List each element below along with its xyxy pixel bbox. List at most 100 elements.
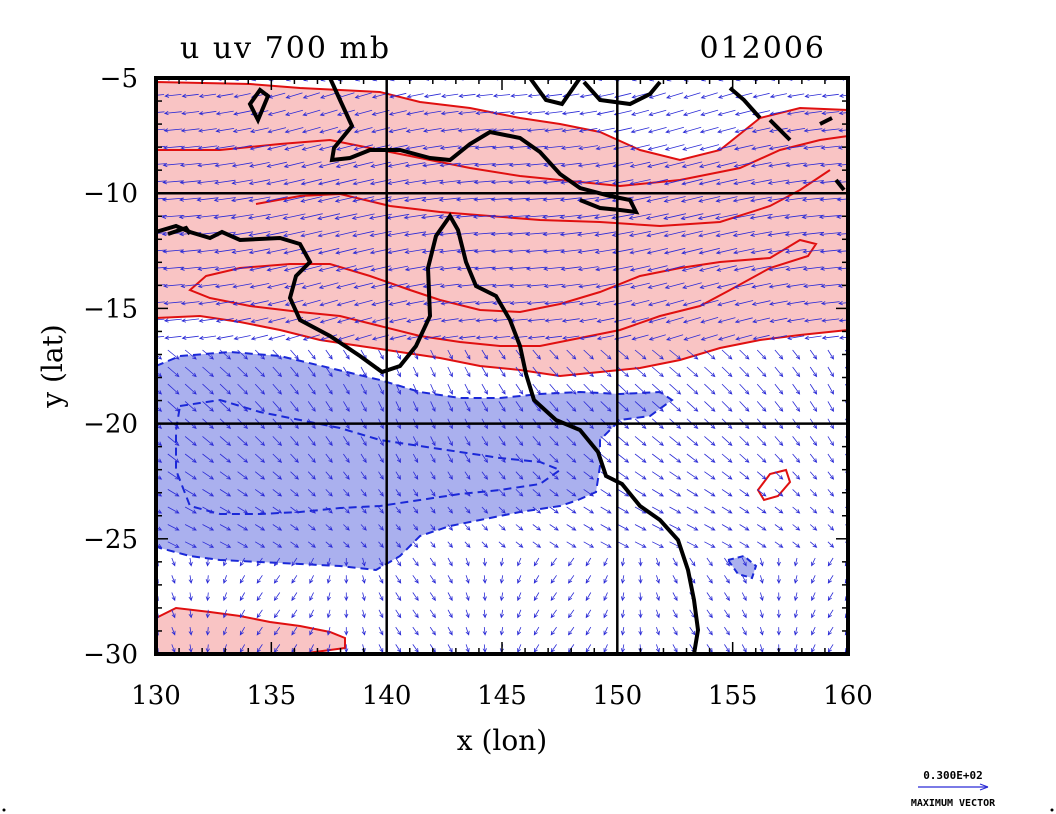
wind-vector bbox=[542, 197, 565, 202]
wind-vector bbox=[156, 145, 166, 148]
wind-vector bbox=[508, 266, 530, 271]
wind-vector bbox=[156, 318, 165, 321]
plot-area bbox=[156, 78, 848, 654]
wind-vector bbox=[583, 489, 595, 497]
wind-vector bbox=[429, 609, 436, 619]
wind-vector bbox=[809, 383, 818, 395]
wind-vector bbox=[290, 349, 299, 360]
wind-vector bbox=[704, 506, 716, 514]
wind-vector bbox=[699, 282, 720, 289]
wind-vector bbox=[533, 557, 540, 567]
wind-vector bbox=[378, 626, 384, 636]
wind-vector bbox=[290, 524, 300, 531]
wind-vector bbox=[549, 349, 559, 360]
wind-vector bbox=[680, 213, 704, 221]
wind-vector bbox=[179, 197, 202, 202]
wind-vector bbox=[583, 366, 594, 378]
wind-vector bbox=[412, 592, 419, 602]
wind-vector bbox=[704, 524, 716, 531]
wind-vector bbox=[429, 557, 436, 567]
wind-vector bbox=[583, 524, 595, 531]
wind-vector bbox=[704, 383, 716, 395]
wind-vector bbox=[600, 506, 612, 514]
wind-vector bbox=[474, 128, 494, 133]
wind-vector bbox=[378, 609, 384, 619]
wind-vector bbox=[223, 592, 227, 602]
coastline-new-guinea bbox=[328, 78, 640, 215]
wind-vector bbox=[335, 178, 357, 186]
wind-vector bbox=[438, 180, 461, 185]
gridlines bbox=[156, 78, 848, 654]
x-tick-labels: 130 135 140 145 150 155 160 bbox=[131, 681, 873, 711]
wind-vector bbox=[655, 644, 660, 653]
wind-vector bbox=[290, 506, 300, 514]
wind-vector bbox=[197, 266, 218, 271]
wind-vector bbox=[343, 366, 350, 378]
wind-vector bbox=[735, 334, 753, 341]
wind-vector bbox=[652, 524, 665, 531]
wind-vector bbox=[180, 145, 200, 150]
wind-vector bbox=[184, 541, 197, 548]
wind-vector bbox=[439, 266, 460, 271]
wind-vector bbox=[827, 557, 834, 567]
wind-vector bbox=[395, 383, 401, 395]
wind-vector bbox=[256, 626, 263, 636]
wind-vector bbox=[704, 401, 716, 412]
wind-vector bbox=[403, 214, 427, 220]
wind-vector bbox=[750, 179, 772, 186]
wind-vector bbox=[749, 213, 773, 220]
wind-vector bbox=[647, 127, 667, 134]
wind-vector bbox=[378, 644, 384, 653]
wind-vector bbox=[334, 213, 358, 220]
wind-vector bbox=[577, 266, 599, 272]
wind-vector bbox=[184, 453, 197, 463]
wind-vector bbox=[272, 471, 283, 480]
wind-vector bbox=[838, 318, 848, 323]
x-tick-label: 145 bbox=[477, 681, 527, 711]
wind-vector bbox=[273, 609, 281, 619]
wind-vector bbox=[526, 301, 546, 306]
wind-vector bbox=[447, 436, 453, 447]
wind-vector bbox=[162, 266, 184, 271]
wind-vector bbox=[290, 489, 300, 497]
wind-vector bbox=[706, 626, 713, 636]
wind-vector bbox=[475, 93, 493, 98]
wind-vector bbox=[768, 266, 789, 272]
wind-vector bbox=[205, 609, 210, 619]
wind-vector bbox=[265, 248, 288, 255]
wind-vector bbox=[481, 471, 489, 480]
wind-vector bbox=[741, 609, 747, 619]
wind-vector bbox=[803, 128, 823, 133]
wind-vector bbox=[682, 144, 702, 151]
wind-vector bbox=[631, 92, 649, 99]
wind-vector bbox=[533, 626, 540, 636]
wind-vector bbox=[699, 299, 719, 307]
wind-vector bbox=[526, 283, 547, 288]
wind-vector bbox=[378, 575, 384, 584]
wind-vector bbox=[272, 436, 283, 447]
wind-vector bbox=[706, 609, 713, 619]
wind-vector bbox=[792, 436, 801, 447]
wind-vector bbox=[550, 644, 557, 653]
wind-vector bbox=[663, 213, 687, 220]
wind-vector bbox=[686, 436, 699, 446]
wind-vector bbox=[184, 349, 197, 360]
wind-vector bbox=[837, 145, 848, 150]
wind-vector bbox=[291, 609, 298, 619]
wind-vector bbox=[603, 592, 608, 602]
wind-vector bbox=[583, 453, 594, 463]
wind-vector bbox=[647, 161, 668, 168]
wind-vector bbox=[527, 335, 545, 340]
wind-vector bbox=[801, 231, 825, 237]
wind-vector bbox=[647, 299, 667, 307]
wind-vector bbox=[249, 144, 270, 151]
wind-vector bbox=[785, 145, 806, 151]
wind-vector bbox=[698, 178, 720, 186]
wind-vector bbox=[629, 179, 651, 186]
wind-vector bbox=[648, 109, 667, 117]
wind-vector bbox=[196, 180, 219, 185]
wind-vector bbox=[481, 524, 489, 531]
wind-vector bbox=[422, 162, 443, 168]
wind-vector bbox=[378, 401, 384, 413]
wind-vector bbox=[352, 248, 374, 255]
